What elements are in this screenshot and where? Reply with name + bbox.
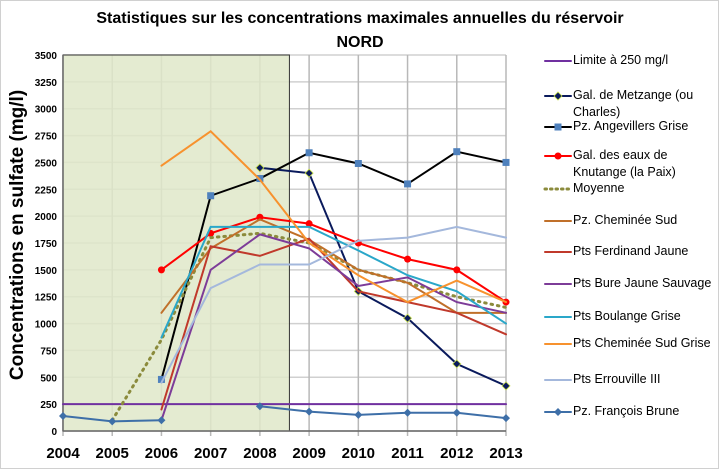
legend-item-pz-angevillers-grise: Pz. Angevillers Grise <box>573 119 689 133</box>
y-tick-label: 2000 <box>35 212 58 223</box>
data-point-pz-francois-brune <box>59 411 67 420</box>
legend-marker-pz-francois-brune <box>554 408 562 416</box>
x-tick-label: 2005 <box>96 445 129 462</box>
x-tick-label: 2011 <box>391 445 424 462</box>
data-point-pz-angevillers-grise <box>453 148 461 156</box>
data-point-pz-francois-brune <box>255 402 264 411</box>
data-point-gal-de-metzange-ou-charles <box>255 163 265 173</box>
series-line-pts-boulange-grise <box>160 225 507 339</box>
legend-item-pz-francois-brune: Pz. François Brune <box>573 404 680 418</box>
data-point-gal-des-eaux-de-knutange-la-paix <box>404 255 412 263</box>
data-point-pz-angevillers-grise <box>157 375 165 383</box>
y-tick-label: 3250 <box>35 78 58 89</box>
data-point-gal-de-metzange-ou-charles <box>402 313 413 323</box>
legend-item-pts-boulange-grise: Pts Boulange Grise <box>573 309 681 323</box>
series-line-pz-francois-brune <box>258 405 507 420</box>
y-tick-label: 2500 <box>35 158 58 169</box>
y-tick-label: 750 <box>40 346 57 357</box>
x-tick-label: 2012 <box>440 445 473 462</box>
data-point-pz-angevillers-grise <box>354 160 362 168</box>
x-tick-label: 2006 <box>145 445 178 462</box>
y-tick-label: 500 <box>40 373 57 384</box>
y-tick-label: 2250 <box>35 185 58 196</box>
data-point-gal-des-eaux-de-knutange-la-paix <box>157 266 165 274</box>
data-point-gal-des-eaux-de-knutange-la-paix <box>453 266 461 274</box>
x-tick-label: 2007 <box>194 445 227 462</box>
y-tick-label: 1250 <box>35 293 58 304</box>
legend-item-moyenne: Moyenne <box>573 181 625 195</box>
data-point-gal-des-eaux-de-knutange-la-paix <box>256 213 264 221</box>
series-line-pz-cheminee-sud <box>160 218 507 314</box>
data-point-pz-francois-brune <box>108 417 117 426</box>
y-tick-label: 250 <box>40 400 57 411</box>
chart-title-line2: NORD <box>336 34 384 51</box>
series-line-pts-bure-jaune-sauvage <box>160 233 507 422</box>
legend-item-pz-cheminee-sud: Pz. Cheminée Sud <box>573 213 678 227</box>
legend-item-gal-des-eaux-de-knutange-la-paix: Gal. des eaux de Knutange (la Paix) <box>573 148 676 179</box>
data-point-pz-francois-brune <box>157 416 166 425</box>
data-point-gal-des-eaux-de-knutange-la-paix <box>305 220 313 228</box>
y-tick-label: 2750 <box>35 132 58 143</box>
x-tick-label: 2010 <box>342 445 375 462</box>
data-point-gal-de-metzange-ou-charles <box>452 359 462 369</box>
series-line-pz-angevillers-grise <box>160 150 507 381</box>
legend-item-limite-a-250-mg-l: Limite à 250 mg/l <box>573 53 669 67</box>
legend-item-pts-ferdinand-jaune: Pts Ferdinand Jaune <box>573 244 689 258</box>
chart-title: Statistiques sur les concentrations maxi… <box>96 10 624 27</box>
data-point-gal-de-metzange-ou-charles <box>501 381 511 391</box>
x-tick-label: 2008 <box>243 445 276 462</box>
data-point-pz-francois-brune <box>305 407 314 416</box>
series-line-gal-des-eaux-de-knutange-la-paix <box>160 216 507 304</box>
data-point-pz-francois-brune <box>403 408 412 417</box>
data-point-pz-angevillers-grise <box>305 149 313 157</box>
x-tick-label: 2009 <box>292 445 325 462</box>
series-line-pts-cheminee-sud-grise <box>160 129 507 304</box>
x-tick-label: 2004 <box>46 445 80 462</box>
data-point-pz-angevillers-grise <box>502 158 510 166</box>
x-tick-label: 2013 <box>489 445 522 462</box>
data-point-pz-francois-brune <box>452 408 461 417</box>
series-line-pts-errouville-iii <box>160 225 507 384</box>
y-tick-label: 3500 <box>35 51 58 62</box>
data-point-pz-angevillers-grise <box>404 180 412 188</box>
y-tick-label: 1750 <box>35 239 58 250</box>
legend-marker-pz-angevillers-grise <box>554 123 562 131</box>
data-point-pz-francois-brune <box>502 414 510 423</box>
shaded-period <box>62 54 290 432</box>
legend-item-gal-de-metzange-ou-charles: Gal. de Metzange (ou Charles) <box>573 88 694 119</box>
series-line-pts-ferdinand-jaune <box>160 237 507 411</box>
data-point-pz-angevillers-grise <box>207 192 215 200</box>
legend-marker-gal-de-metzange-ou-charles <box>553 91 563 101</box>
legend-marker-gal-des-eaux-de-knutange-la-paix <box>554 152 562 160</box>
legend-item-pts-cheminee-sud-grise: Pts Cheminée Sud Grise <box>573 336 711 350</box>
data-point-pz-francois-brune <box>354 410 363 419</box>
series-line-gal-de-metzange-ou-charles <box>258 166 507 387</box>
y-tick-label: 1500 <box>35 266 58 277</box>
y-tick-label: 0 <box>51 427 57 438</box>
y-tick-label: 1000 <box>35 320 58 331</box>
y-tick-label: 3000 <box>35 105 58 116</box>
legend-item-pts-errouville-iii: Pts Errouville III <box>573 372 661 386</box>
data-point-gal-de-metzange-ou-charles <box>304 168 314 178</box>
legend-item-pts-bure-jaune-sauvage: Pts Bure Jaune Sauvage <box>573 276 712 290</box>
